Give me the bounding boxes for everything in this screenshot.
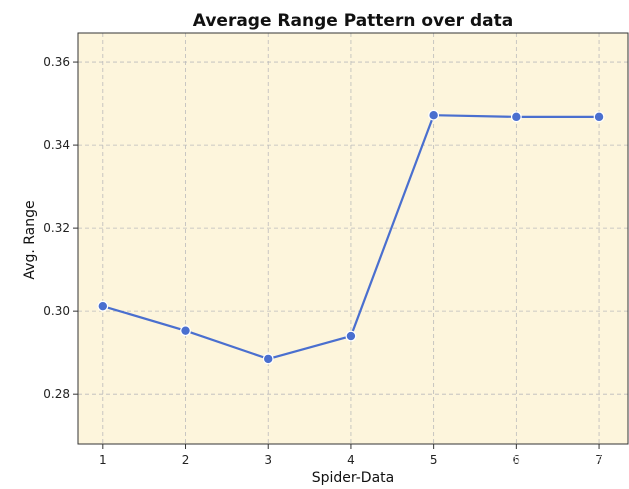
series xyxy=(97,109,605,365)
x-tick-label: 4 xyxy=(347,453,355,467)
y-tick-label: 0.30 xyxy=(43,304,70,318)
plot-area xyxy=(78,33,628,444)
data-point xyxy=(180,325,191,337)
data-point xyxy=(345,330,357,342)
x-tick-label: 1 xyxy=(99,453,107,467)
data-point xyxy=(593,111,605,123)
x-tick-label: 5 xyxy=(430,453,438,467)
watermark: 知乎 @Paper易论 xyxy=(498,454,612,471)
data-point xyxy=(97,300,109,312)
x-tick-label: 3 xyxy=(264,453,272,467)
y-tick-label: 0.34 xyxy=(43,138,70,152)
y-tick-label: 0.28 xyxy=(43,387,70,401)
data-point xyxy=(262,353,274,365)
data-point xyxy=(510,111,522,123)
y-tick-label: 0.36 xyxy=(43,55,70,69)
ticks: 1 2 3 4 5 6 7 0.28 0.30 0.32 0.34 0.36 xyxy=(43,55,603,467)
x-tick-label: 7 xyxy=(595,453,603,467)
y-axis-label: Avg. Range xyxy=(22,200,38,279)
x-tick-label: 2 xyxy=(182,453,190,467)
chart-title: Average Range Pattern over data xyxy=(193,11,513,31)
y-tick-label: 0.32 xyxy=(43,221,70,235)
grid xyxy=(78,33,628,444)
x-tick-label: 6 xyxy=(513,453,521,467)
data-point xyxy=(428,109,440,121)
x-axis-label: Spider-Data xyxy=(312,470,395,486)
plot-frame xyxy=(77,32,629,445)
